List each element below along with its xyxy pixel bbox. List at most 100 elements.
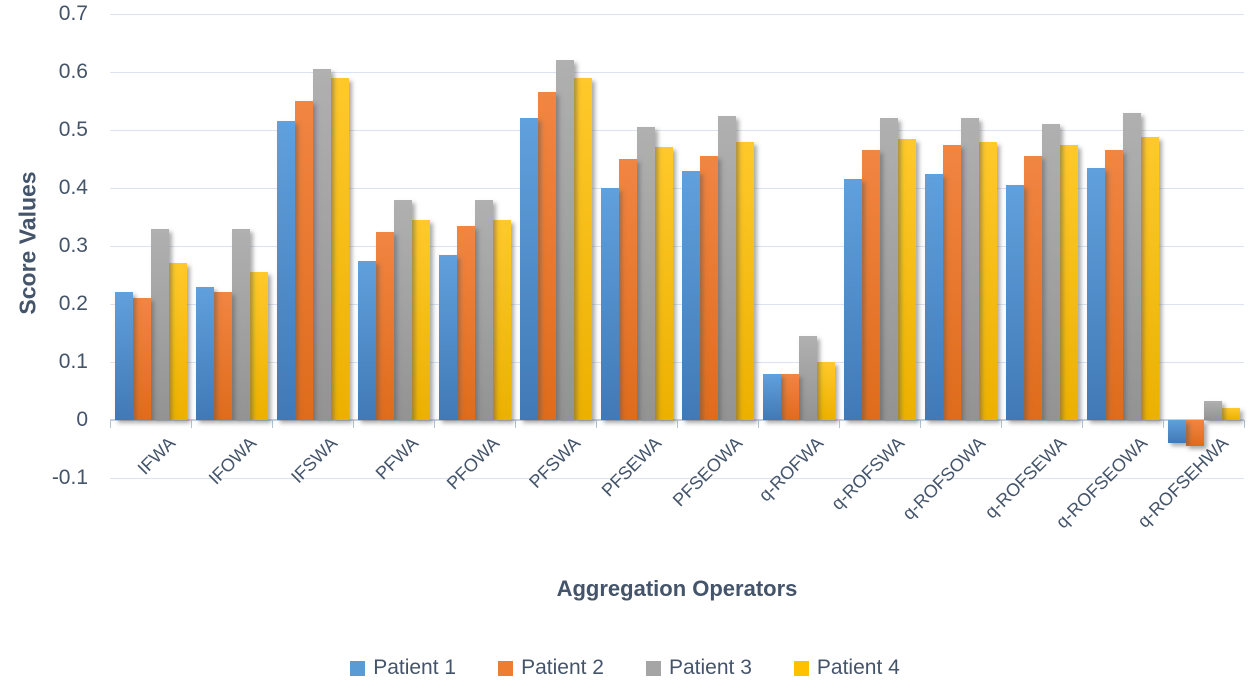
bar bbox=[897, 138, 916, 420]
legend-item: Patient 1 bbox=[350, 656, 456, 680]
bar bbox=[843, 179, 862, 420]
legend-swatch bbox=[646, 660, 661, 676]
y-tick-label: 0 bbox=[76, 408, 88, 431]
bar bbox=[1185, 420, 1204, 447]
bar bbox=[375, 231, 394, 420]
bar bbox=[312, 69, 331, 420]
bar bbox=[492, 219, 511, 420]
bar bbox=[231, 228, 250, 420]
y-tick-label: 0.4 bbox=[58, 176, 88, 199]
x-axis-tick bbox=[1001, 420, 1002, 428]
x-axis-tick bbox=[191, 420, 192, 428]
legend-swatch bbox=[793, 660, 809, 676]
bar bbox=[555, 60, 574, 420]
bar bbox=[1203, 400, 1222, 420]
x-axis-tick bbox=[434, 420, 435, 428]
gridline bbox=[110, 130, 1244, 131]
bar bbox=[330, 77, 349, 420]
y-tick-label: 0.3 bbox=[58, 234, 88, 257]
x-axis-tick bbox=[1244, 420, 1245, 428]
bar bbox=[168, 263, 187, 420]
y-tick-label: -0.1 bbox=[51, 466, 88, 489]
gridline bbox=[110, 478, 1244, 479]
y-tick-label: 0.2 bbox=[58, 292, 88, 315]
bar bbox=[150, 228, 169, 420]
y-tick-label: 0.5 bbox=[58, 118, 88, 141]
bar bbox=[294, 101, 313, 420]
bar bbox=[636, 127, 655, 420]
bar bbox=[780, 373, 799, 420]
legend-item: Patient 4 bbox=[793, 656, 900, 680]
legend-swatch bbox=[350, 660, 366, 676]
x-axis-tick bbox=[272, 420, 273, 428]
x-axis-tick bbox=[839, 420, 840, 428]
gridline bbox=[110, 304, 1244, 305]
bar bbox=[600, 188, 619, 420]
bar bbox=[519, 118, 538, 420]
bar bbox=[798, 335, 817, 420]
bar bbox=[114, 292, 133, 420]
x-axis-tick bbox=[515, 420, 516, 428]
bar bbox=[132, 298, 151, 420]
legend-label: Patient 4 bbox=[816, 656, 900, 679]
x-axis-title: Aggregation Operators bbox=[556, 576, 798, 601]
bar bbox=[249, 272, 268, 420]
bar bbox=[1059, 144, 1078, 420]
bar bbox=[654, 147, 673, 420]
gridline bbox=[110, 246, 1244, 247]
bar bbox=[1167, 420, 1186, 444]
x-axis-tick bbox=[1082, 420, 1083, 428]
bar bbox=[960, 118, 979, 420]
bar bbox=[411, 219, 430, 420]
bar bbox=[213, 292, 232, 420]
legend-label: Patient 1 bbox=[373, 656, 457, 679]
bar bbox=[1104, 150, 1123, 420]
bar bbox=[681, 170, 700, 420]
x-axis-tick bbox=[1163, 420, 1164, 428]
bar bbox=[195, 286, 214, 420]
gridline bbox=[110, 14, 1244, 15]
y-tick-label: 0.1 bbox=[58, 350, 88, 373]
y-tick-label: 0.6 bbox=[58, 60, 88, 83]
bar bbox=[357, 260, 376, 420]
legend-label: Patient 2 bbox=[521, 656, 604, 679]
x-axis-tick bbox=[596, 420, 597, 428]
bar bbox=[573, 77, 592, 420]
bar bbox=[1140, 137, 1159, 420]
y-tick-label: 0.7 bbox=[58, 2, 88, 25]
gridline bbox=[110, 188, 1244, 189]
bar bbox=[456, 225, 475, 420]
bar bbox=[618, 159, 637, 420]
bar bbox=[762, 373, 781, 420]
bar bbox=[1005, 185, 1024, 420]
bar bbox=[393, 199, 412, 420]
bar bbox=[474, 199, 493, 420]
x-axis-tick bbox=[920, 420, 921, 428]
bar bbox=[942, 144, 961, 420]
bar bbox=[438, 254, 457, 420]
bar bbox=[861, 150, 880, 420]
x-axis-tick bbox=[677, 420, 678, 428]
bar bbox=[699, 156, 718, 420]
bar bbox=[1122, 112, 1141, 420]
bar bbox=[1086, 167, 1105, 420]
x-axis-tick bbox=[758, 420, 759, 428]
x-axis-tick bbox=[353, 420, 354, 428]
x-axis-tick bbox=[110, 420, 111, 428]
bar bbox=[978, 141, 997, 420]
bar bbox=[537, 92, 556, 420]
legend-item: Patient 2 bbox=[498, 656, 604, 680]
bar bbox=[717, 115, 736, 420]
bar bbox=[879, 118, 898, 420]
bar bbox=[924, 173, 943, 420]
legend: Patient 1 Patient 2 Patient 3 Patient 4 bbox=[0, 656, 1250, 680]
legend-swatch bbox=[498, 660, 514, 676]
bar bbox=[1023, 156, 1042, 420]
legend-label: Patient 3 bbox=[669, 656, 752, 679]
bar bbox=[276, 121, 295, 420]
gridline bbox=[110, 72, 1244, 73]
bar bbox=[735, 141, 754, 420]
bar bbox=[816, 362, 835, 420]
gridline bbox=[110, 362, 1244, 363]
